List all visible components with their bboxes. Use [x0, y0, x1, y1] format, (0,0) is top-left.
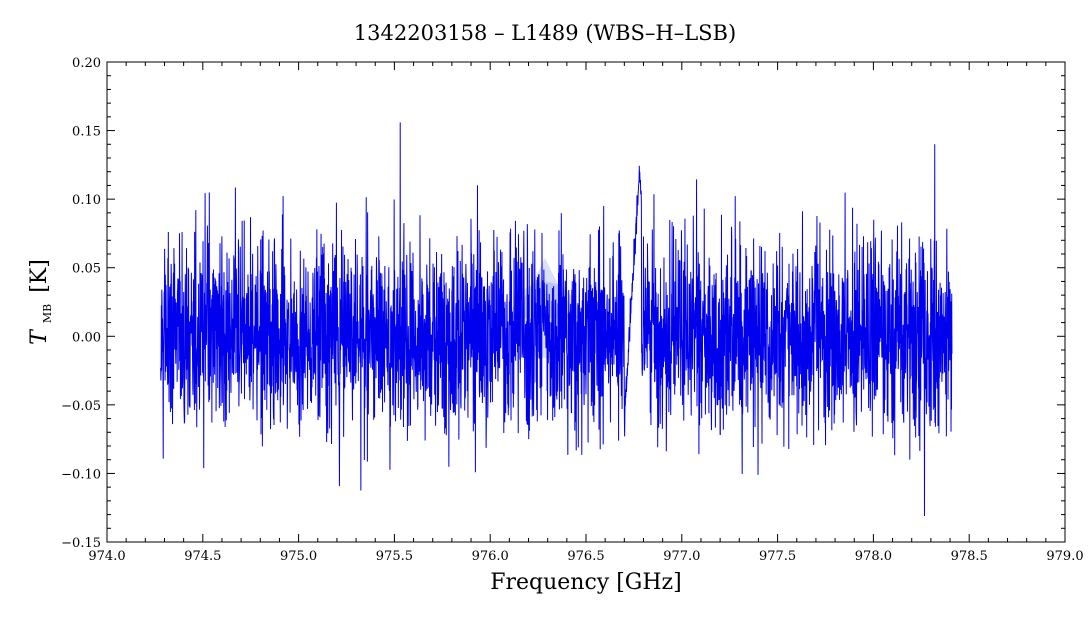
spectrum-series-line — [160, 122, 953, 516]
y-tick-label: −0.10 — [61, 467, 101, 482]
svg-text:T MB [K]: T MB [K] — [27, 259, 57, 345]
x-tick-label: 976.0 — [472, 549, 509, 564]
y-tick-label: 0.15 — [72, 125, 101, 140]
y-tick-label: 0.20 — [72, 56, 101, 71]
x-tick-label: 975.5 — [376, 549, 413, 564]
x-tick-label: 974.5 — [184, 549, 221, 564]
y-axis-title-unit: [K] — [27, 259, 52, 293]
y-tick-label: 0.10 — [72, 193, 101, 208]
x-tick-label: 978.5 — [951, 549, 988, 564]
y-tick-label: −0.15 — [61, 536, 101, 551]
x-tick-label: 977.0 — [663, 549, 700, 564]
y-axis-title-main: T — [27, 328, 52, 345]
x-axis-title: Frequency [GHz] — [490, 570, 682, 595]
y-tick-label: 0.00 — [72, 330, 101, 345]
y-axis-ticks: −0.15 −0.10 −0.05 0.00 0.05 0.10 0.15 0.20 — [61, 56, 1065, 551]
x-tick-label: 975.0 — [280, 549, 317, 564]
y-tick-label: 0.05 — [72, 262, 101, 277]
x-tick-label: 978.0 — [855, 549, 892, 564]
y-axis-title-sub: MB — [41, 304, 54, 323]
y-axis-title: T MB [K] — [27, 259, 57, 345]
x-tick-label: 979.0 — [1046, 549, 1083, 564]
x-axis-ticks: 974.0 974.5 975.0 975.5 976.0 976.5 977.0 977.5… — [88, 62, 1084, 564]
x-tick-label: 977.5 — [759, 549, 796, 564]
y-tick-label: −0.05 — [61, 399, 101, 414]
chart-title: 1342203158 – L1489 (WBS–H–LSB) — [354, 21, 736, 45]
x-tick-label: 976.5 — [567, 549, 604, 564]
x-tick-label: 974.0 — [88, 549, 125, 564]
